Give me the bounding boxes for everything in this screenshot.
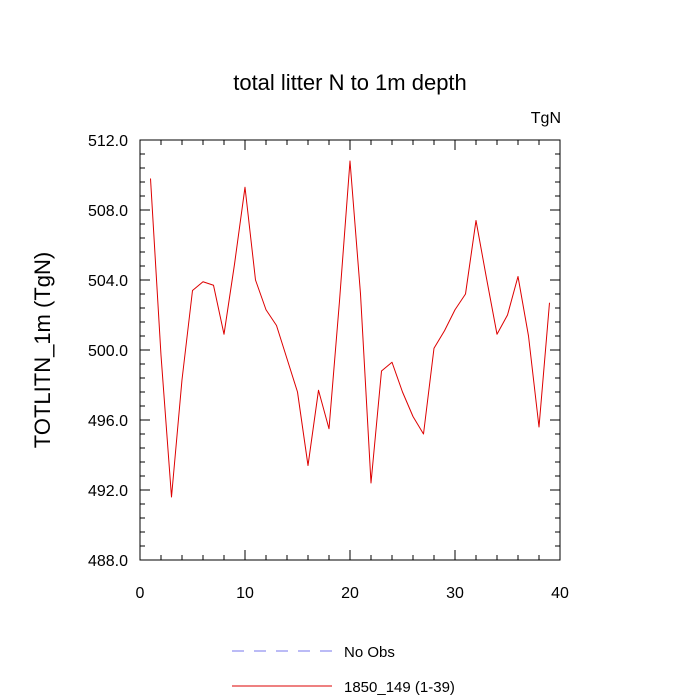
series-line-1	[150, 160, 550, 498]
y-tick-label: 500.0	[88, 343, 128, 360]
y-tick-label: 504.0	[88, 273, 128, 290]
data-series	[150, 160, 550, 498]
y-tick-label: 492.0	[88, 483, 128, 500]
x-tick-label: 0	[136, 585, 145, 602]
y-tick-label: 508.0	[88, 203, 128, 220]
x-tick-label: 10	[236, 585, 254, 602]
legend-series-label: 1850_149 (1-39)	[344, 679, 455, 696]
y-tick-label: 512.0	[88, 133, 128, 150]
x-tick-label: 30	[446, 585, 464, 602]
x-tick-label: 20	[341, 585, 359, 602]
plot-frame	[139, 139, 561, 561]
y-tick-label: 496.0	[88, 413, 128, 430]
y-axis-label: TOTLITN_1m (TgN)	[30, 252, 55, 448]
chart-title: total litter N to 1m depth	[233, 70, 467, 95]
x-tick-labels: 0 10 20 30 40	[136, 585, 569, 602]
x-tick-label: 40	[551, 585, 569, 602]
legend: No Obs 1850_149 (1-39)	[232, 644, 455, 696]
units-label: TgN	[531, 110, 561, 127]
y-tick-labels: 488.0 492.0 496.0 500.0 504.0 508.0 512.0	[88, 133, 128, 570]
legend-no-obs-label: No Obs	[344, 644, 395, 661]
y-tick-label: 488.0	[88, 553, 128, 570]
axis-ticks	[139, 139, 561, 561]
